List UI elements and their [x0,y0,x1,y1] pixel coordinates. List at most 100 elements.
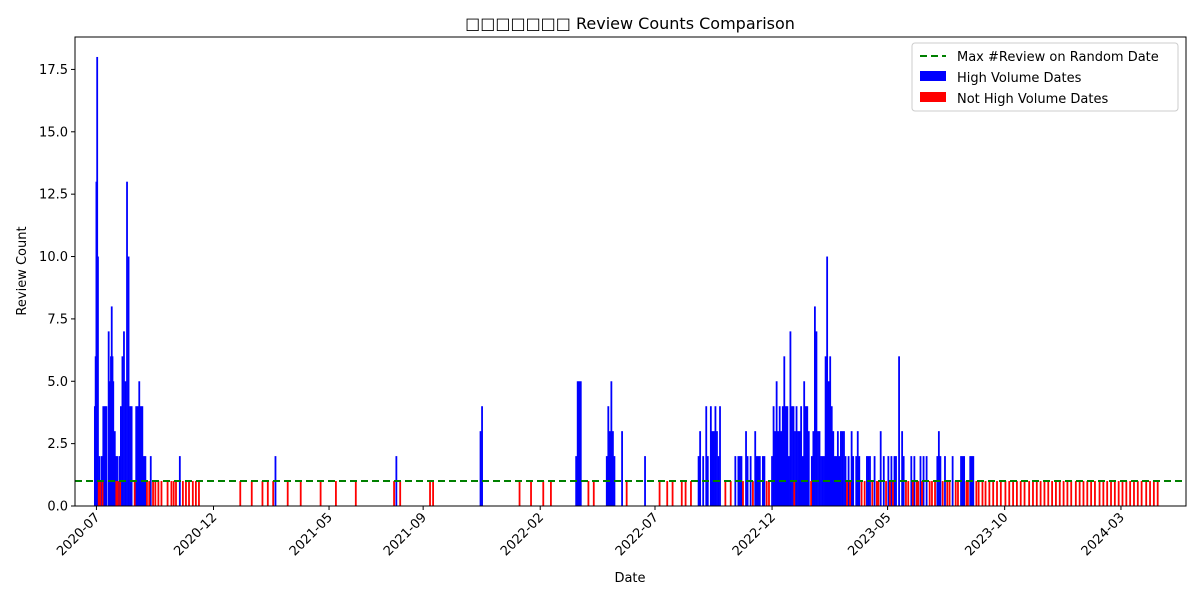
high-volume-bar [136,406,139,506]
not-high-volume-bar [115,481,118,506]
high-volume-bar [121,356,124,506]
high-volume-bar [780,431,783,506]
not-high-volume-bar [181,481,184,506]
legend-not-high-volume-label: Not High Volume Dates [957,92,1108,107]
high-volume-bar [709,406,712,506]
not-high-volume-bar [911,481,914,506]
high-volume-bar [139,406,142,506]
not-high-volume-bar [928,481,931,506]
not-high-volume-bar [1008,481,1011,506]
not-high-volume-bar [1129,481,1132,506]
high-volume-bar [102,406,105,506]
high-volume-bar [794,431,796,506]
not-high-volume-bar [941,481,944,506]
high-volume-bar [821,456,824,506]
not-high-volume-bar [992,481,995,506]
high-volume-bar [840,431,842,506]
high-volume-bar [826,256,829,506]
high-volume-bar [812,431,815,506]
y-tick-label: 12.5 [39,188,68,203]
high-volume-bar [127,256,130,506]
y-tick-label: 10.0 [39,250,68,265]
high-volume-bar [621,431,623,506]
high-volume-bar [852,456,855,506]
not-high-volume-bar [915,481,918,506]
not-high-volume-bar [666,481,669,506]
plot-frame [74,36,1187,507]
high-volume-bar [711,431,714,506]
x-axis-label: Date [614,571,645,586]
high-volume-bar [713,431,715,506]
not-high-volume-bar [885,481,887,506]
not-high-volume-bar [542,481,545,506]
legend: Max #Review on Random Date High Volume D… [911,42,1179,112]
not-high-volume-bar [957,481,959,506]
high-volume-bar [972,456,975,506]
not-high-volume-bar [1102,481,1105,506]
not-high-volume-bar [680,481,683,506]
not-high-volume-bar [157,481,160,506]
high-volume-bar [781,406,784,506]
not-high-volume-bar [191,481,194,506]
not-high-volume-bar [172,481,175,506]
high-volume-bar [129,406,131,506]
not-high-volume-bar [170,481,173,506]
not-high-volume-bar [996,481,998,506]
not-high-volume-bar [1032,481,1034,506]
not-high-volume-bar [185,481,187,506]
not-high-volume-bar [999,481,1002,506]
not-high-volume-bar [907,481,910,506]
high-volume-bar [138,381,141,506]
high-volume-bar [800,406,803,506]
not-high-volume-bar [1149,481,1151,506]
not-high-volume-bar [1098,481,1101,506]
high-volume-bar [843,431,845,506]
not-high-volume-bar [1110,481,1112,506]
not-high-volume-bar [625,481,628,506]
not-high-volume-bar [1078,481,1081,506]
not-high-volume-bar [550,481,552,506]
not-high-volume-bar [266,481,269,506]
high-volume-bar [479,431,482,506]
high-volume-bar [135,406,138,506]
high-volume-bar [786,406,789,506]
not-high-volume-bar [742,481,744,506]
y-tick-label: 17.5 [39,63,68,78]
high-volume-bar [866,456,868,506]
high-volume-bar [719,406,721,506]
not-high-volume-bar [684,481,687,506]
high-volume-bar [820,456,822,506]
not-high-volume-bar [393,481,395,506]
not-high-volume-bar [948,481,951,506]
legend-threshold-label: Max #Review on Random Date [957,50,1159,65]
not-high-volume-bar [1004,481,1007,506]
not-high-volume-bar [877,481,880,506]
not-high-volume-bar [592,481,595,506]
high-volume-bar [705,406,708,506]
not-high-volume-bar [1062,481,1065,506]
high-volume-bar [745,431,747,506]
not-high-volume-bar [917,481,920,506]
not-high-volume-bar [1028,481,1031,506]
not-high-volume-bar [810,481,812,506]
high-volume-bar [149,456,152,506]
legend-not-high-volume-swatch [920,92,946,102]
not-high-volume-bar [154,481,157,506]
not-high-volume-bar [160,481,163,506]
high-volume-bar [578,381,581,506]
high-volume-bar [873,456,876,506]
high-volume-bar [830,406,833,506]
high-volume-bar [817,431,819,506]
not-high-volume-bar [724,481,727,506]
high-volume-bar [791,406,793,506]
high-volume-bar [937,431,940,506]
not-high-volume-bar [671,481,674,506]
not-high-volume-bars [97,481,1159,506]
legend-high-volume-label: High Volume Dates [957,71,1082,86]
high-volume-bar [763,456,766,506]
legend-box [911,42,1179,112]
high-volume-bar [610,381,613,506]
high-volume-bar [803,381,806,506]
y-axis-label: Review Count [15,226,30,315]
high-volume-bar [612,431,614,506]
